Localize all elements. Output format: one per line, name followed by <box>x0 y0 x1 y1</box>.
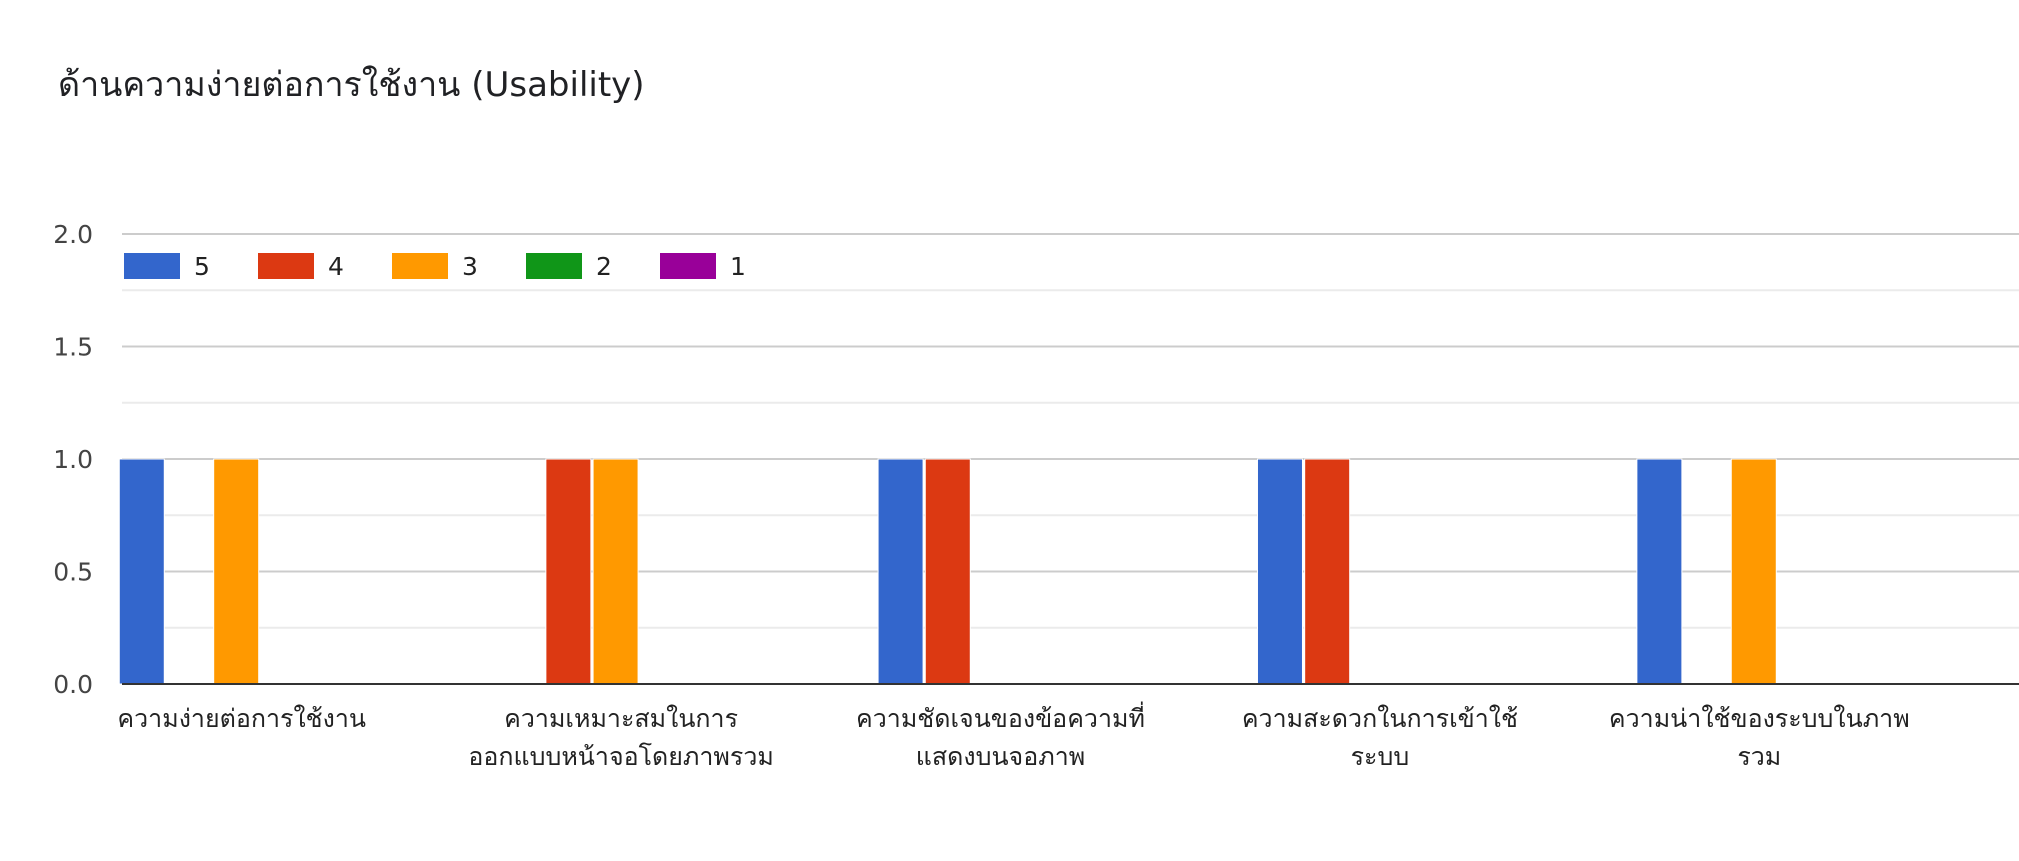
bar-series-3 <box>592 458 639 685</box>
y-tick-label: 2.0 <box>53 220 93 249</box>
bars <box>118 458 1777 685</box>
gridlines <box>122 233 2019 629</box>
chart-title: ด้านความง่ายต่อการใช้งาน (Usability) <box>58 65 645 105</box>
bar-series-5 <box>1256 458 1303 685</box>
legend-label: 5 <box>194 252 210 281</box>
bar-series-4 <box>924 458 971 685</box>
x-axis-category-labels: ความง่ายต่อการใช้งาน ความเหมาะสมในการออกแ… <box>117 701 1909 771</box>
y-tick-label: 1.5 <box>53 333 93 362</box>
legend: 5 4 3 2 1 <box>124 252 746 281</box>
legend-label: 1 <box>730 252 746 281</box>
bar-series-4 <box>1304 458 1351 685</box>
x-category-label: ความสะดวกในการเข้าใช้ระบบ <box>1242 704 1518 771</box>
legend-swatch-4 <box>258 253 314 279</box>
legend-swatch-1 <box>660 253 716 279</box>
x-category-label: ความน่าใช้ของระบบในภาพรวม <box>1609 704 1910 771</box>
legend-label: 3 <box>462 252 478 281</box>
bar-series-5 <box>1636 458 1683 685</box>
bar-series-5 <box>118 458 165 685</box>
bar-series-5 <box>877 458 924 685</box>
legend-label: 4 <box>328 252 344 281</box>
x-category-label: ความชัดเจนของข้อความที่แสดงบนจอภาพ <box>856 701 1145 771</box>
bar-series-4 <box>545 458 592 685</box>
y-axis-ticks: 0.0 0.5 1.0 1.5 2.0 <box>53 220 93 699</box>
x-category-label: ความเหมาะสมในการออกแบบหน้าจอโดยภาพรวม <box>468 704 774 771</box>
y-tick-label: 0.5 <box>53 558 93 587</box>
legend-label: 2 <box>596 252 612 281</box>
bar-series-3 <box>213 458 260 685</box>
legend-swatch-3 <box>392 253 448 279</box>
y-tick-label: 0.0 <box>53 670 93 699</box>
x-category-label: ความง่ายต่อการใช้งาน <box>117 704 366 733</box>
legend-swatch-5 <box>124 253 180 279</box>
y-tick-label: 1.0 <box>53 445 93 474</box>
bar-series-3 <box>1730 458 1777 685</box>
legend-swatch-2 <box>526 253 582 279</box>
